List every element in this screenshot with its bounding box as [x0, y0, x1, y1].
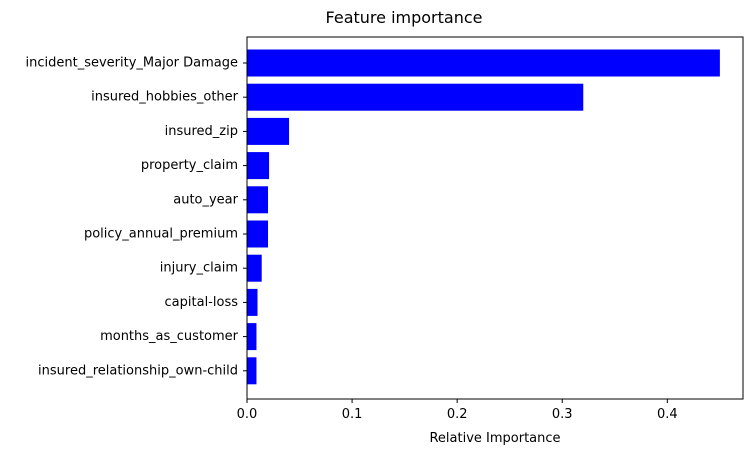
chart-title: Feature importance	[326, 8, 483, 27]
y-tick-label: property_claim	[141, 158, 238, 173]
bars-group	[247, 49, 720, 385]
bar-insured-hobbies-other	[247, 83, 584, 111]
bar-insured-zip	[247, 117, 290, 145]
bar-insured-relationship-own-child	[247, 357, 257, 385]
bar-property-claim	[247, 152, 270, 180]
y-tick-label: incident_severity_Major Damage	[26, 56, 239, 71]
x-tick-label: 0.1	[342, 407, 363, 422]
y-tick-label: auto_year	[173, 192, 238, 207]
x-axis-ticks: 0.0 0.1 0.2 0.3 0.4	[237, 399, 678, 422]
bar-injury-claim	[247, 254, 262, 282]
x-tick-label: 0.2	[447, 407, 468, 422]
x-tick-label: 0.0	[237, 407, 258, 422]
bar-months-as-customer	[247, 323, 257, 351]
y-tick-label: policy_annual_premium	[84, 227, 238, 242]
y-tick-label: insured_hobbies_other	[91, 90, 239, 105]
x-tick-label: 0.3	[552, 407, 573, 422]
bar-policy-annual-premium	[247, 220, 269, 248]
y-tick-label: injury_claim	[160, 261, 238, 276]
bar-capital-loss	[247, 288, 258, 316]
y-tick-label: months_as_customer	[100, 329, 239, 344]
y-axis-ticks: incident_severity_Major Damage insured_ho…	[26, 56, 247, 378]
bar-incident-severity-major-damage	[247, 49, 720, 77]
x-tick-label: 0.4	[657, 407, 678, 422]
y-tick-label: insured_zip	[165, 124, 238, 139]
y-tick-label: insured_relationship_own-child	[38, 363, 238, 378]
x-axis-label: Relative Importance	[429, 431, 560, 446]
y-tick-label: capital-loss	[165, 295, 239, 310]
bar-auto-year	[247, 186, 269, 214]
plot-frame	[246, 36, 744, 400]
